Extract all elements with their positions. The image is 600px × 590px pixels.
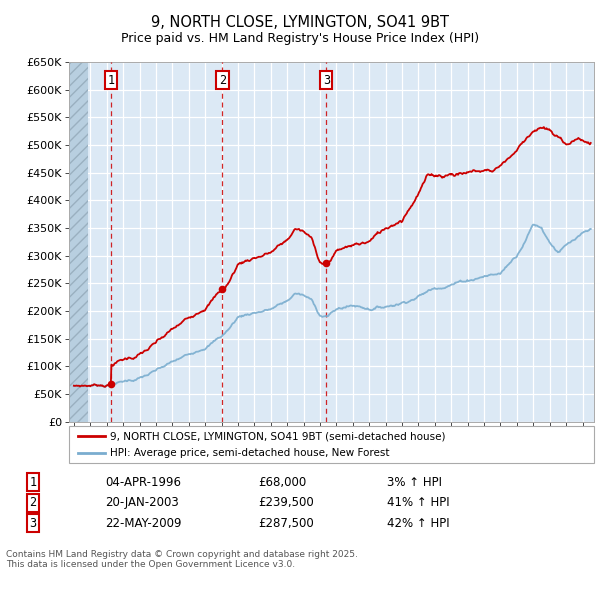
Text: 1: 1 — [107, 74, 115, 87]
Text: 22-MAY-2009: 22-MAY-2009 — [105, 517, 182, 530]
Text: £68,000: £68,000 — [258, 476, 306, 489]
Text: 3: 3 — [323, 74, 330, 87]
Text: Price paid vs. HM Land Registry's House Price Index (HPI): Price paid vs. HM Land Registry's House … — [121, 32, 479, 45]
Text: HPI: Average price, semi-detached house, New Forest: HPI: Average price, semi-detached house,… — [110, 448, 389, 458]
Text: £287,500: £287,500 — [258, 517, 314, 530]
Bar — [69, 62, 88, 422]
Text: 9, NORTH CLOSE, LYMINGTON, SO41 9BT: 9, NORTH CLOSE, LYMINGTON, SO41 9BT — [151, 15, 449, 30]
Text: £239,500: £239,500 — [258, 496, 314, 509]
Text: 20-JAN-2003: 20-JAN-2003 — [105, 496, 179, 509]
Text: 3% ↑ HPI: 3% ↑ HPI — [387, 476, 442, 489]
Text: 3: 3 — [29, 517, 37, 530]
Text: 42% ↑ HPI: 42% ↑ HPI — [387, 517, 449, 530]
Text: 2: 2 — [29, 496, 37, 509]
Text: 2: 2 — [219, 74, 226, 87]
Text: 41% ↑ HPI: 41% ↑ HPI — [387, 496, 449, 509]
Text: 04-APR-1996: 04-APR-1996 — [105, 476, 181, 489]
Text: 9, NORTH CLOSE, LYMINGTON, SO41 9BT (semi-detached house): 9, NORTH CLOSE, LYMINGTON, SO41 9BT (sem… — [110, 431, 445, 441]
Text: 1: 1 — [29, 476, 37, 489]
Text: Contains HM Land Registry data © Crown copyright and database right 2025.
This d: Contains HM Land Registry data © Crown c… — [6, 550, 358, 569]
